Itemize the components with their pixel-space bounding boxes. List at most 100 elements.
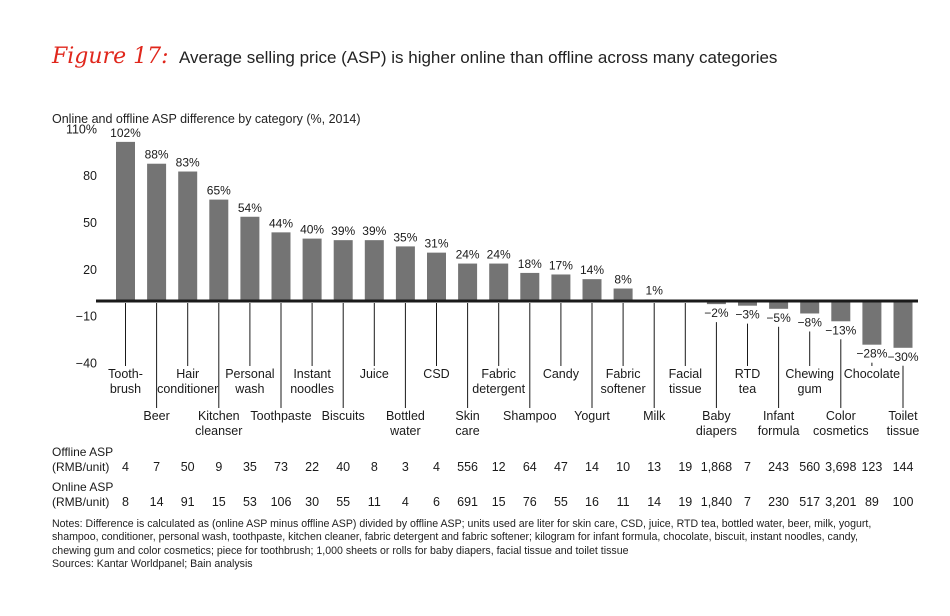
value-label: 14%	[580, 263, 604, 277]
value-labels: 102% 88% 83% 65% 54% 44% 40% 39% 39% 35% 31% 24% 24%…	[110, 126, 919, 364]
category-label: Infant	[763, 409, 795, 423]
chart-subtitle: Online and offline ASP difference by cat…	[52, 112, 361, 126]
online-asp-value: 76	[523, 495, 537, 509]
online-asp-value: 8	[122, 495, 129, 509]
value-label: 39%	[362, 224, 386, 238]
online-asp-value: 7	[744, 495, 751, 509]
category-label: brush	[110, 382, 141, 396]
category-label: Instant	[293, 367, 331, 381]
value-label: 44%	[269, 216, 293, 230]
bar	[831, 301, 851, 322]
category-label: conditioner	[157, 382, 218, 396]
category-label: RTD	[735, 367, 760, 381]
bar	[489, 263, 509, 301]
note-line: Notes: Difference is calculated as (onli…	[52, 518, 872, 530]
bar	[116, 141, 135, 301]
y-tick-label: 110%	[66, 122, 97, 136]
notes: Notes: Difference is calculated as (onli…	[52, 518, 912, 572]
bar	[240, 216, 260, 301]
figure-title: Average selling price (ASP) is higher on…	[178, 48, 778, 67]
offline-asp-value: 9	[215, 460, 222, 474]
category-label: Baby	[702, 409, 731, 423]
online-asp-value: 14	[647, 495, 661, 509]
value-label: 54%	[238, 201, 262, 215]
online-asp-value: 1,840	[701, 495, 732, 509]
category-label: Skin	[455, 409, 479, 423]
online-asp-value: 91	[181, 495, 195, 509]
offline-asp-value: 4	[122, 460, 129, 474]
table-row-header: Online ASP	[52, 480, 113, 494]
bar	[893, 301, 913, 348]
online-asp-value: 16	[585, 495, 599, 509]
bar	[551, 274, 571, 301]
offline-asp-value: 40	[336, 460, 350, 474]
category-label: wash	[234, 382, 264, 396]
asp-table: 4871450919153553731062230405581134465566…	[52, 445, 913, 509]
bar	[302, 238, 322, 301]
bar	[800, 301, 820, 314]
category-label: cosmetics	[813, 424, 869, 438]
bar	[706, 301, 726, 305]
bar	[147, 163, 167, 301]
category-label: tissue	[887, 424, 920, 438]
category-label: Beer	[143, 409, 169, 423]
category-label: cleanser	[195, 424, 242, 438]
offline-asp-value: 50	[181, 460, 195, 474]
online-asp-value: 89	[865, 495, 879, 509]
category-label: Chewing	[785, 367, 834, 381]
value-label: 24%	[456, 248, 480, 262]
value-label: −8%	[798, 315, 823, 329]
online-asp-value: 11	[368, 495, 381, 509]
online-asp-value: 15	[212, 495, 226, 509]
category-label: Shampoo	[503, 409, 557, 423]
y-tick-label: 50	[83, 216, 97, 230]
y-tick-label: 20	[83, 263, 97, 277]
online-asp-value: 53	[243, 495, 257, 509]
online-asp-value: 55	[336, 495, 350, 509]
value-label: 24%	[487, 248, 511, 262]
online-asp-value: 100	[893, 495, 914, 509]
offline-asp-value: 1,868	[701, 460, 732, 474]
offline-asp-value: 560	[799, 460, 820, 474]
offline-asp-value: 64	[523, 460, 537, 474]
category-label: Chocolate	[844, 367, 900, 381]
value-label: 83%	[176, 156, 200, 170]
value-label: 18%	[518, 257, 542, 271]
online-asp-value: 55	[554, 495, 568, 509]
bar	[427, 252, 446, 301]
offline-asp-value: 35	[243, 460, 257, 474]
category-label: Facial	[669, 367, 702, 381]
online-asp-value: 691	[457, 495, 478, 509]
offline-asp-value: 144	[893, 460, 914, 474]
bar	[769, 301, 789, 309]
offline-asp-value: 12	[492, 460, 506, 474]
online-asp-value: 14	[150, 495, 164, 509]
value-label: −30%	[887, 350, 918, 364]
category-label: Kitchen	[198, 409, 240, 423]
category-label: detergent	[472, 382, 525, 396]
online-asp-value: 6	[433, 495, 440, 509]
value-label: 88%	[145, 148, 169, 162]
offline-asp-value: 8	[371, 460, 378, 474]
table-row-header: (RMB/unit)	[52, 495, 109, 509]
category-label: Candy	[543, 367, 580, 381]
value-label: 17%	[549, 258, 573, 272]
offline-asp-value: 22	[305, 460, 319, 474]
category-label: noodles	[290, 382, 334, 396]
value-label: 102%	[110, 126, 141, 140]
note-line: chewing gum and color cosmetics; piece f…	[52, 544, 629, 557]
offline-asp-value: 4	[433, 460, 440, 474]
category-label: Biscuits	[322, 409, 365, 423]
value-label: −5%	[766, 311, 791, 325]
category-label: gum	[798, 382, 822, 396]
category-label: tea	[739, 382, 756, 396]
offline-asp-value: 13	[647, 460, 661, 474]
value-label: 31%	[424, 237, 448, 251]
category-label: Juice	[360, 367, 389, 381]
value-label: 1%	[646, 283, 664, 297]
category-label: Toothpaste	[250, 409, 311, 423]
bar	[209, 199, 229, 301]
offline-asp-value: 73	[274, 460, 288, 474]
y-tick-label: −10	[76, 310, 97, 324]
